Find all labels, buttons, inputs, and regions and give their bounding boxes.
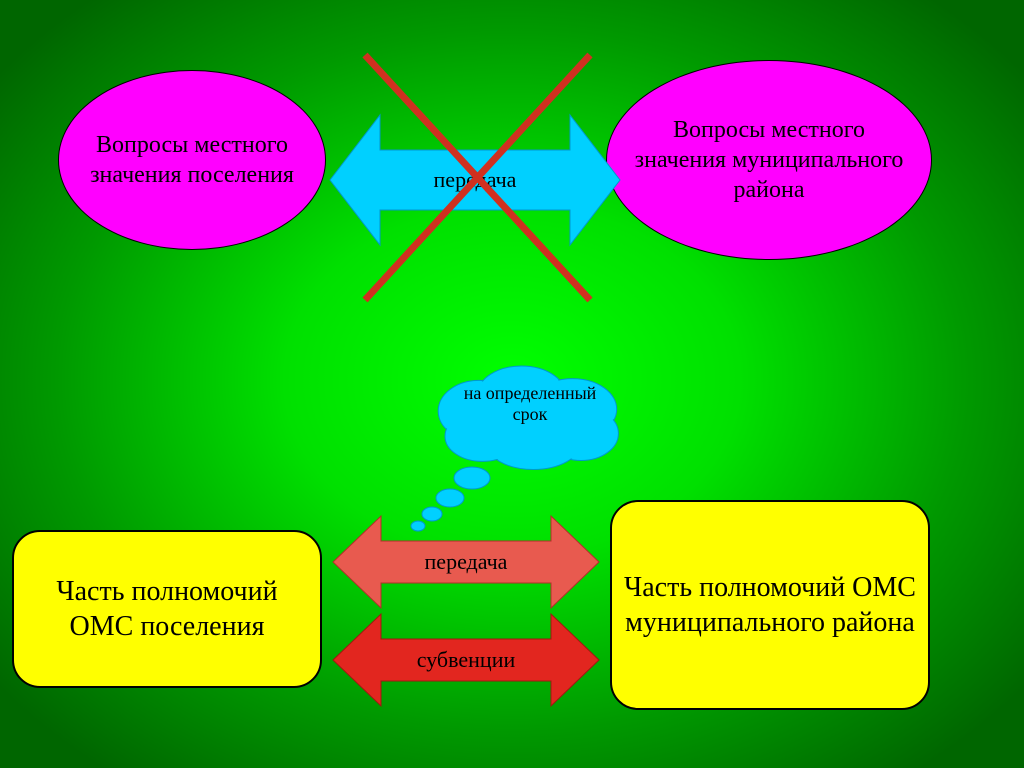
arrow-bot-label: субвенции xyxy=(381,647,551,673)
box-left-text: Часть полномочий ОМС поселения xyxy=(24,574,310,644)
arrow-mid-label: передача xyxy=(381,549,551,575)
box-powers-district: Часть полномочий ОМС муниципального райо… xyxy=(610,500,930,710)
cloud-text: на определенный срок xyxy=(455,383,605,424)
box-powers-settlement: Часть полномочий ОМС поселения xyxy=(12,530,322,688)
box-right-text: Часть полномочий ОМС муниципального райо… xyxy=(622,570,918,640)
